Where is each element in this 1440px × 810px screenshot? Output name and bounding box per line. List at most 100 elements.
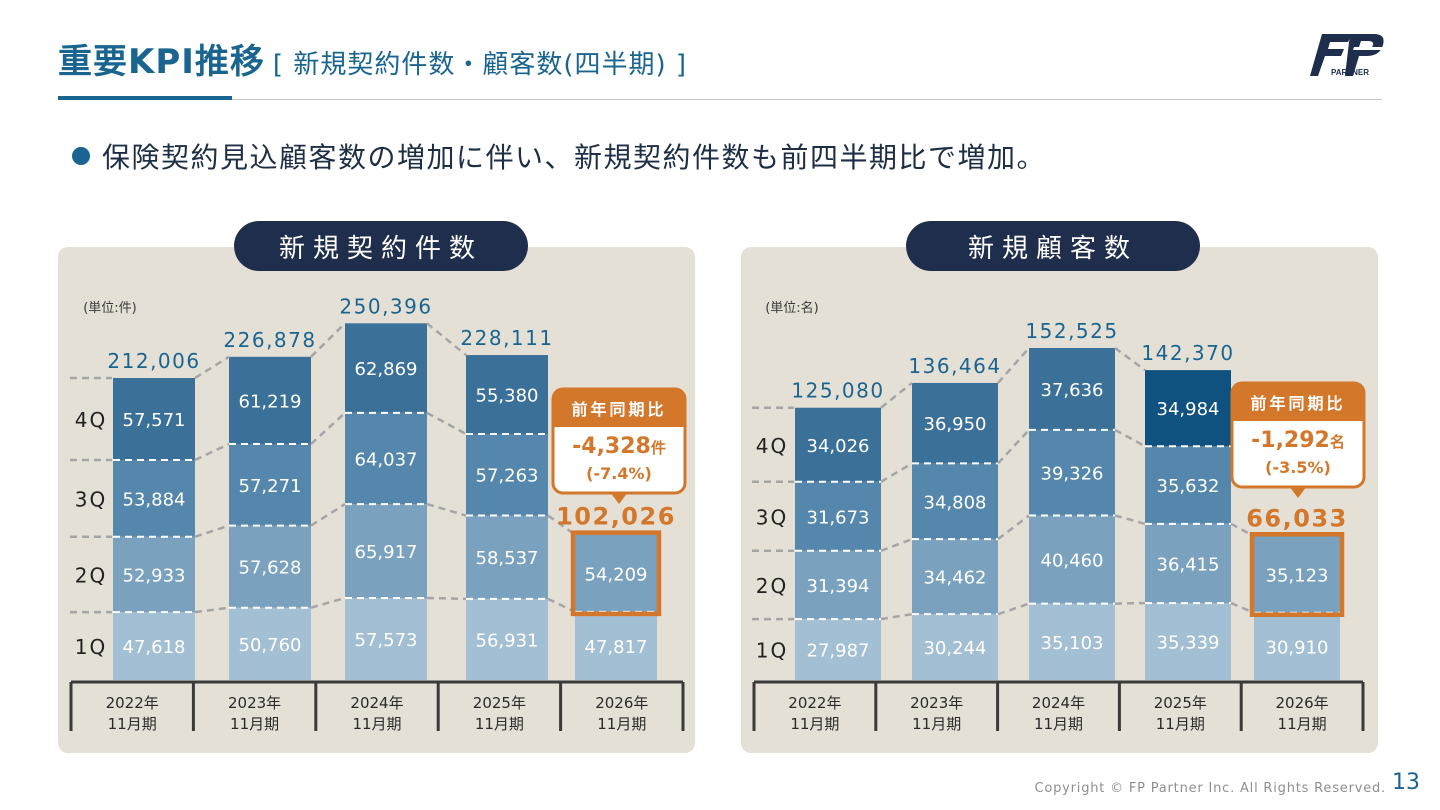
customers-bar-3q [1145, 446, 1231, 524]
contracts-bar-2q [113, 536, 195, 613]
customers-value-label: 31,394 [807, 576, 870, 597]
customers-yoy-label: 前年同期比 [1250, 394, 1345, 413]
contracts-value-label: 65,917 [355, 542, 418, 563]
contracts-connector-line [547, 514, 576, 536]
contracts-yoy-value: -4,328件 [572, 434, 666, 459]
customers-value-label: 39,326 [1041, 464, 1104, 485]
contracts-category-label: 11月期 [108, 715, 157, 733]
customers-bar-4q [1145, 370, 1231, 447]
contracts-connector-line [310, 411, 346, 445]
contracts-category-label: 11月期 [597, 715, 646, 733]
page-title: 重要KPI推移 [ 新規契約件数・顧客数(四半期) ] [58, 34, 687, 83]
customers-bar-2q [1254, 536, 1340, 613]
contracts-value-label: 50,760 [239, 635, 302, 656]
customers-category-label: 11月期 [1034, 715, 1083, 733]
contracts-chart-title: 新規契約件数 [234, 221, 528, 271]
customers-category-label: 11月期 [1156, 715, 1205, 733]
customers-current-total: 66,033 [1246, 504, 1348, 532]
customers-bar-2q [912, 539, 998, 615]
contracts-connector-line [426, 411, 467, 436]
contracts-quarter-label: 4Q [75, 408, 107, 432]
customers-category-label: 2023年 [910, 694, 963, 712]
customers-connector-line [997, 429, 1030, 465]
contracts-total-label: 226,878 [223, 328, 316, 352]
contracts-unit-label: (単位:件) [83, 300, 137, 316]
customers-category-label: 11月期 [912, 715, 961, 733]
customers-connector-line [1114, 601, 1146, 605]
contracts-bar-4q [466, 355, 548, 434]
customers-total-label: 142,370 [1141, 341, 1234, 365]
customers-value-label: 35,339 [1157, 633, 1220, 654]
contracts-value-label: 47,618 [123, 637, 186, 658]
contracts-connector-line [547, 597, 576, 614]
contracts-bar-2q [229, 525, 311, 608]
contracts-highlight-box [570, 530, 662, 617]
customers-total-label: 152,525 [1025, 319, 1118, 343]
contracts-connector-line [426, 596, 467, 601]
customers-unit-label: (単位:名) [765, 300, 819, 316]
contracts-bar-4q [229, 356, 311, 445]
customers-value-label: 40,460 [1041, 551, 1104, 572]
contracts-value-label: 57,628 [239, 558, 302, 579]
customers-value-label: 30,910 [1266, 637, 1329, 658]
contracts-value-label: 54,209 [585, 564, 648, 585]
logo-text: PARTNER [1331, 68, 1369, 77]
customers-yoy-number: -1,292 [1251, 428, 1330, 453]
customers-bar-1q [795, 619, 881, 680]
customers-bar-2q [795, 550, 881, 620]
customers-category-label: 2025年 [1154, 694, 1207, 712]
customers-category-label: 2022年 [788, 694, 841, 712]
contracts-total-label: 212,006 [107, 349, 200, 373]
customers-value-label: 30,244 [924, 638, 987, 659]
contracts-connector-line [310, 322, 346, 358]
customers-bar-3q [1029, 429, 1115, 516]
customers-value-label: 36,950 [924, 414, 987, 435]
customers-bar-1q [1029, 603, 1115, 680]
contracts-value-label: 57,271 [239, 476, 302, 497]
customers-connector-line [997, 514, 1030, 541]
customers-category-label: 2024年 [1032, 694, 1085, 712]
contracts-bar-1q [575, 611, 657, 680]
contracts-yoy-label: 前年同期比 [571, 400, 666, 419]
contracts-bar-3q [466, 433, 548, 516]
contracts-connector-line [194, 524, 230, 538]
customers-bar-3q [795, 481, 881, 551]
customers-value-label: 35,123 [1266, 565, 1329, 586]
contracts-quarter-label: 2Q [75, 563, 107, 587]
customers-value-label: 34,984 [1157, 399, 1220, 420]
customers-bar-1q [1254, 612, 1340, 680]
contracts-bar-2q [466, 515, 548, 599]
contracts-category-label: 11月期 [352, 715, 401, 733]
customers-chart-title: 新規顧客数 [906, 221, 1200, 271]
customers-highlight-box [1249, 532, 1345, 617]
contracts-bar-3q [113, 460, 195, 537]
contracts-bar-2q [575, 534, 657, 612]
contracts-value-label: 57,263 [476, 466, 539, 487]
customers-yoy-value: -1,292名 [1251, 428, 1345, 453]
customers-yoy-header [1232, 383, 1364, 421]
bullet-point: 保険契約見込顧客数の増加に伴い、新規契約件数も前四半期比で増加。 [72, 136, 1046, 176]
customers-quarter-label: 2Q [756, 574, 788, 598]
contracts-yoy-header [553, 389, 685, 427]
contracts-value-label: 57,573 [355, 630, 418, 651]
customers-category-label: 11月期 [790, 715, 839, 733]
customers-connector-line [880, 462, 913, 483]
customers-category-label: 11月期 [1278, 715, 1327, 733]
contracts-bar-4q [113, 378, 195, 461]
customers-value-label: 35,632 [1157, 476, 1220, 497]
contracts-value-label: 56,931 [476, 630, 539, 651]
contracts-bar-4q [345, 323, 427, 413]
customers-quarter-label: 3Q [756, 505, 788, 529]
contracts-category-label: 11月期 [230, 715, 279, 733]
customers-connector-line [997, 602, 1030, 616]
contracts-quarter-label: 1Q [75, 635, 107, 659]
contracts-bar-1q [229, 607, 311, 680]
customers-value-label: 31,673 [807, 507, 870, 528]
contracts-category-label: 2025年 [473, 694, 526, 712]
customers-value-label: 34,462 [924, 568, 987, 589]
customers-connector-line [880, 612, 913, 621]
title-divider [58, 99, 1382, 100]
contracts-total-label: 228,111 [460, 326, 553, 350]
customers-connector-line [1114, 346, 1146, 372]
